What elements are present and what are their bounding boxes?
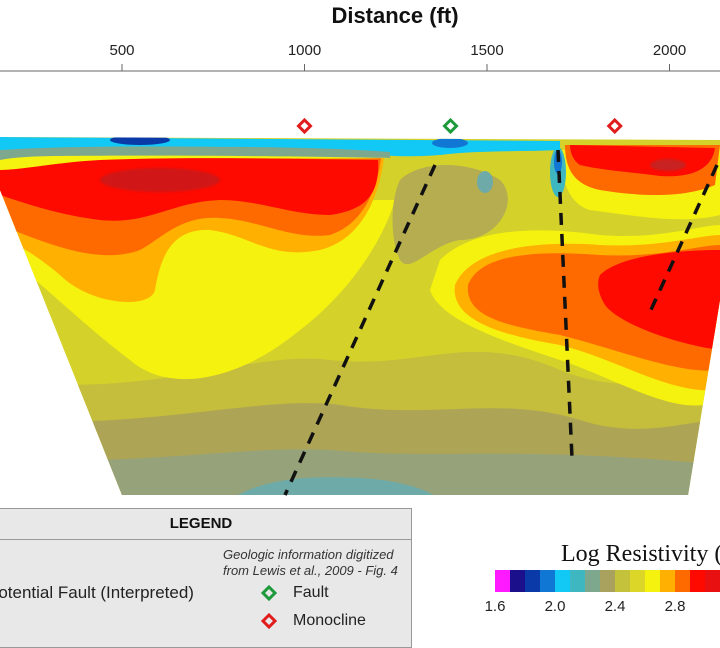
legend-potential-fault: Potential Fault (Interpreted) xyxy=(0,583,194,602)
colorbar-tick-label: 2.8 xyxy=(664,598,686,615)
zone-grey-center xyxy=(392,165,508,265)
legend-box: LEGEND Potential Fault (Interpreted) Geo… xyxy=(0,508,412,648)
colorbar-swatch xyxy=(630,570,646,592)
x-tick-label: 1000 xyxy=(288,42,321,59)
colorbar-swatch xyxy=(540,570,556,592)
colorbar-swatch xyxy=(525,570,541,592)
green-diamond-icon xyxy=(261,585,277,601)
zone-surface-blue2 xyxy=(432,138,468,148)
zone-teal xyxy=(230,477,440,495)
zone-surface-blue xyxy=(110,137,170,145)
fault-line xyxy=(283,164,437,496)
colorbar-tick-label: 2.0 xyxy=(544,598,566,615)
colorbar-swatch xyxy=(510,570,526,592)
colorbar-swatch xyxy=(600,570,616,592)
zone-red-right xyxy=(598,250,720,350)
zone-surface-teal xyxy=(0,146,390,160)
fault-marker xyxy=(442,117,459,135)
fault-line xyxy=(648,164,719,313)
monocline-marker xyxy=(296,117,313,135)
zone-grey-teal xyxy=(0,449,720,495)
x-tick-label: 500 xyxy=(109,42,134,59)
colorbar-swatch xyxy=(555,570,571,592)
colorbar-tick-label: 1.6 xyxy=(484,598,506,615)
x-tick-label: 1500 xyxy=(470,42,503,59)
zone-teal-center xyxy=(477,171,493,193)
resistivity-section xyxy=(0,137,720,495)
colorbar-swatch xyxy=(615,570,631,592)
fault-line xyxy=(556,149,574,459)
zone-darkred-right xyxy=(650,159,686,171)
colorbar-title: Log Resistivity ( xyxy=(561,541,720,567)
legend-item-fault: Fault xyxy=(261,584,329,602)
colorbar-swatch xyxy=(585,570,601,592)
note-line-1: Geologic information digitized xyxy=(223,547,394,562)
x-axis-title: Distance (ft) xyxy=(331,3,458,28)
colorbar-swatch xyxy=(675,570,691,592)
colorbar-swatch xyxy=(690,570,706,592)
legend-note: Geologic information digitized from Lewi… xyxy=(223,547,398,579)
colorbar-tick-label: 2.4 xyxy=(604,598,626,615)
red-diamond-icon xyxy=(261,613,277,629)
monocline-marker xyxy=(606,117,623,135)
colorbar-swatch xyxy=(495,570,511,592)
colorbar-swatch xyxy=(570,570,586,592)
x-tick-label: 2000 xyxy=(653,42,686,59)
legend-fault-label: Fault xyxy=(293,584,329,601)
zone-darkred-left xyxy=(100,168,220,192)
colorbar-swatch xyxy=(705,570,720,592)
colorbar-swatch xyxy=(660,570,676,592)
interpreted-faults xyxy=(283,149,719,496)
legend-title: LEGEND xyxy=(0,509,411,540)
colorbar-swatch xyxy=(645,570,661,592)
note-line-2: from Lewis et al., 2009 - Fig. 4 xyxy=(223,563,398,578)
legend-item-monocline: Monocline xyxy=(261,612,366,630)
legend-monocline-label: Monocline xyxy=(293,612,366,629)
